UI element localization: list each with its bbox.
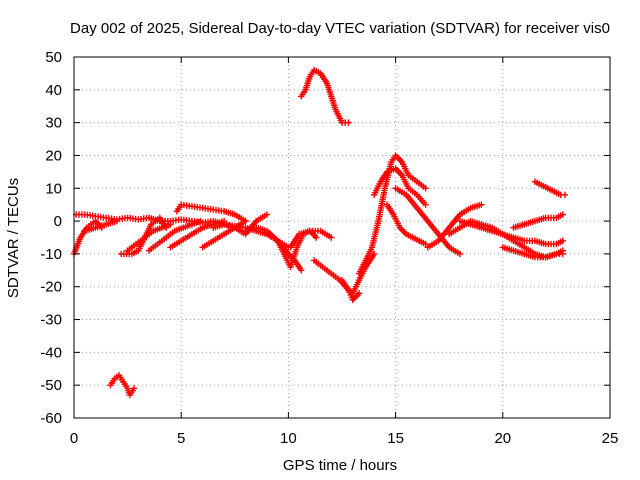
data-point <box>328 234 335 241</box>
data-point <box>561 191 569 199</box>
y-tick-label: 10 <box>45 180 62 197</box>
series-arc25 <box>510 211 567 231</box>
y-tick-label: 20 <box>45 147 62 164</box>
x-tick-label: 5 <box>177 430 185 447</box>
data-point <box>559 237 567 244</box>
x-tick-label: 10 <box>280 430 297 447</box>
y-tick-label: 30 <box>45 115 62 132</box>
y-tick-label: -20 <box>40 279 62 296</box>
data-point <box>422 201 429 208</box>
y-tick-label: -40 <box>40 344 62 361</box>
series-arc27 <box>107 372 138 399</box>
y-tick-label: -60 <box>40 410 62 427</box>
data-point <box>422 240 429 248</box>
data-point <box>370 250 378 258</box>
series-arc16 <box>298 66 352 126</box>
series-arc26 <box>531 178 569 199</box>
series-arc21 <box>424 201 485 251</box>
data-point <box>113 217 121 225</box>
series-arc17 <box>355 152 429 277</box>
data-point <box>478 201 485 208</box>
y-tick-label: 40 <box>45 82 62 99</box>
x-tick-label: 20 <box>494 430 511 447</box>
y-tick-label: -50 <box>40 377 62 394</box>
data-point <box>559 250 567 258</box>
data-point <box>422 185 429 192</box>
series-arc19 <box>383 201 429 248</box>
grid-lines <box>74 57 610 418</box>
series-arc6 <box>145 217 204 254</box>
series-arc11 <box>242 224 305 274</box>
data-point <box>167 221 174 228</box>
series-arc13 <box>287 227 335 251</box>
x-tick-label: 0 <box>70 430 78 447</box>
y-tick-label: 0 <box>54 213 62 230</box>
x-axis-label: GPS time / hours <box>283 457 397 474</box>
data-point <box>456 250 464 258</box>
series-arc20 <box>392 185 464 258</box>
plot-frame <box>73 56 611 419</box>
data-point <box>263 211 271 218</box>
data-point <box>242 217 249 225</box>
data-point <box>559 211 567 218</box>
x-tick-label: 25 <box>602 430 619 447</box>
data-point <box>313 234 320 241</box>
data-point <box>130 385 138 392</box>
chart-title: Day 002 of 2025, Sidereal Day-to-day VTE… <box>70 20 610 37</box>
series-arc3 <box>81 217 121 235</box>
y-tick-label: 50 <box>45 49 62 66</box>
y-axis-label: SDTVAR / TECUs <box>5 178 22 298</box>
data-point <box>298 267 305 274</box>
series-arc14 <box>310 257 363 304</box>
y-tick-label: -10 <box>40 246 62 263</box>
series-arc23 <box>456 217 567 248</box>
series-arc24 <box>499 244 567 261</box>
series-arc18 <box>370 165 429 208</box>
x-tick-label: 15 <box>387 430 404 447</box>
data-points <box>70 66 569 399</box>
data-point <box>345 119 352 126</box>
series-arc5 <box>124 221 174 254</box>
data-point <box>197 217 204 225</box>
data-point <box>355 290 363 297</box>
axis-ticks: 0 5 10 15 20 25 50 40 30 20 10 0 -10 -20 -30 -40 -50 -60 <box>40 49 618 447</box>
series-arc8 <box>167 217 228 251</box>
y-tick-label: -30 <box>40 312 62 329</box>
series-arc7 <box>173 201 249 225</box>
